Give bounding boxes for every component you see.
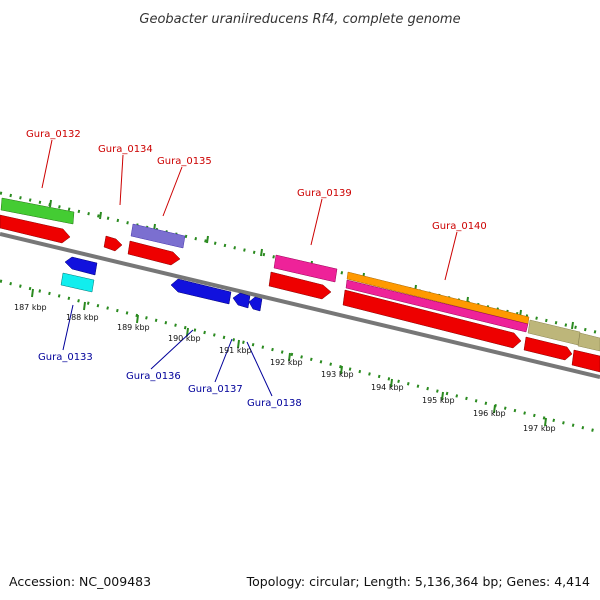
cds-gura-0132[interactable]	[0, 214, 71, 244]
reverse-feature-track	[60, 256, 263, 312]
cds-next-1[interactable]	[523, 336, 573, 361]
scale-labels: 187 kbp 188 kbp 189 kbp 190 kbp 191 kbp …	[14, 303, 556, 433]
cds-gura-0139[interactable]	[268, 271, 332, 300]
feature-cyan-0133[interactable]	[60, 272, 95, 293]
feature-magenta-0140[interactable]	[345, 279, 529, 333]
cds-gura-0133-arrow[interactable]	[64, 256, 98, 276]
gene-label-gura-0135: Gura_0135	[157, 156, 212, 167]
gene-label-gura-0140: Gura_0140	[432, 221, 487, 232]
scale-label: 197 kbp	[523, 424, 556, 433]
scale-label: 187 kbp	[14, 303, 47, 312]
forward-feature-track	[0, 197, 600, 352]
scale-label: 194 kbp	[371, 383, 404, 392]
gene-label-gura-0133: Gura_0133	[38, 352, 93, 363]
cds-next-2[interactable]	[571, 349, 600, 373]
gene-label-gura-0139: Gura_0139	[297, 188, 352, 199]
topology-summary-text: Topology: circular; Length: 5,136,364 bp…	[246, 574, 590, 589]
cds-gura-0136[interactable]	[170, 278, 232, 305]
scale-label: 196 kbp	[473, 409, 506, 418]
gene-label-gura-0136: Gura_0136	[126, 371, 181, 382]
feature-khaki-2[interactable]	[577, 332, 600, 352]
scale-label: 193 kbp	[321, 370, 354, 379]
map-title: Geobacter uraniireducens Rf4, complete g…	[139, 12, 460, 27]
scale-label: 192 kbp	[270, 358, 303, 367]
cds-gura-0138[interactable]	[248, 296, 263, 312]
scale-label: 190 kbp	[168, 334, 201, 343]
inner-tick-track	[0, 279, 600, 434]
genome-backbone	[0, 232, 600, 379]
gene-label-gura-0137: Gura_0137	[188, 384, 243, 395]
cds-gura-0135[interactable]	[127, 240, 181, 266]
inner-major-ticks	[31, 288, 547, 427]
feature-magenta-0139[interactable]	[273, 254, 338, 283]
cds-gura-0140[interactable]	[342, 289, 522, 349]
scale-label: 195 kbp	[422, 396, 455, 405]
gene-label-gura-0134: Gura_0134	[98, 144, 153, 155]
gene-label-gura-0138: Gura_0138	[247, 398, 302, 409]
cds-gura-0137[interactable]	[232, 292, 251, 309]
scale-label: 188 kbp	[66, 313, 99, 322]
scale-label: 189 kbp	[117, 323, 150, 332]
forward-cds-track	[0, 214, 600, 373]
cds-gura-0134[interactable]	[103, 235, 123, 252]
accession-text: Accession: NC_009483	[9, 574, 151, 589]
scale-label: 191 kbp	[219, 346, 252, 355]
feature-purple[interactable]	[130, 223, 186, 249]
gene-label-gura-0132: Gura_0132	[26, 129, 81, 140]
reverse-leader-lines	[62, 304, 273, 397]
feature-green[interactable]	[0, 197, 75, 225]
forward-leader-lines	[41, 139, 458, 281]
